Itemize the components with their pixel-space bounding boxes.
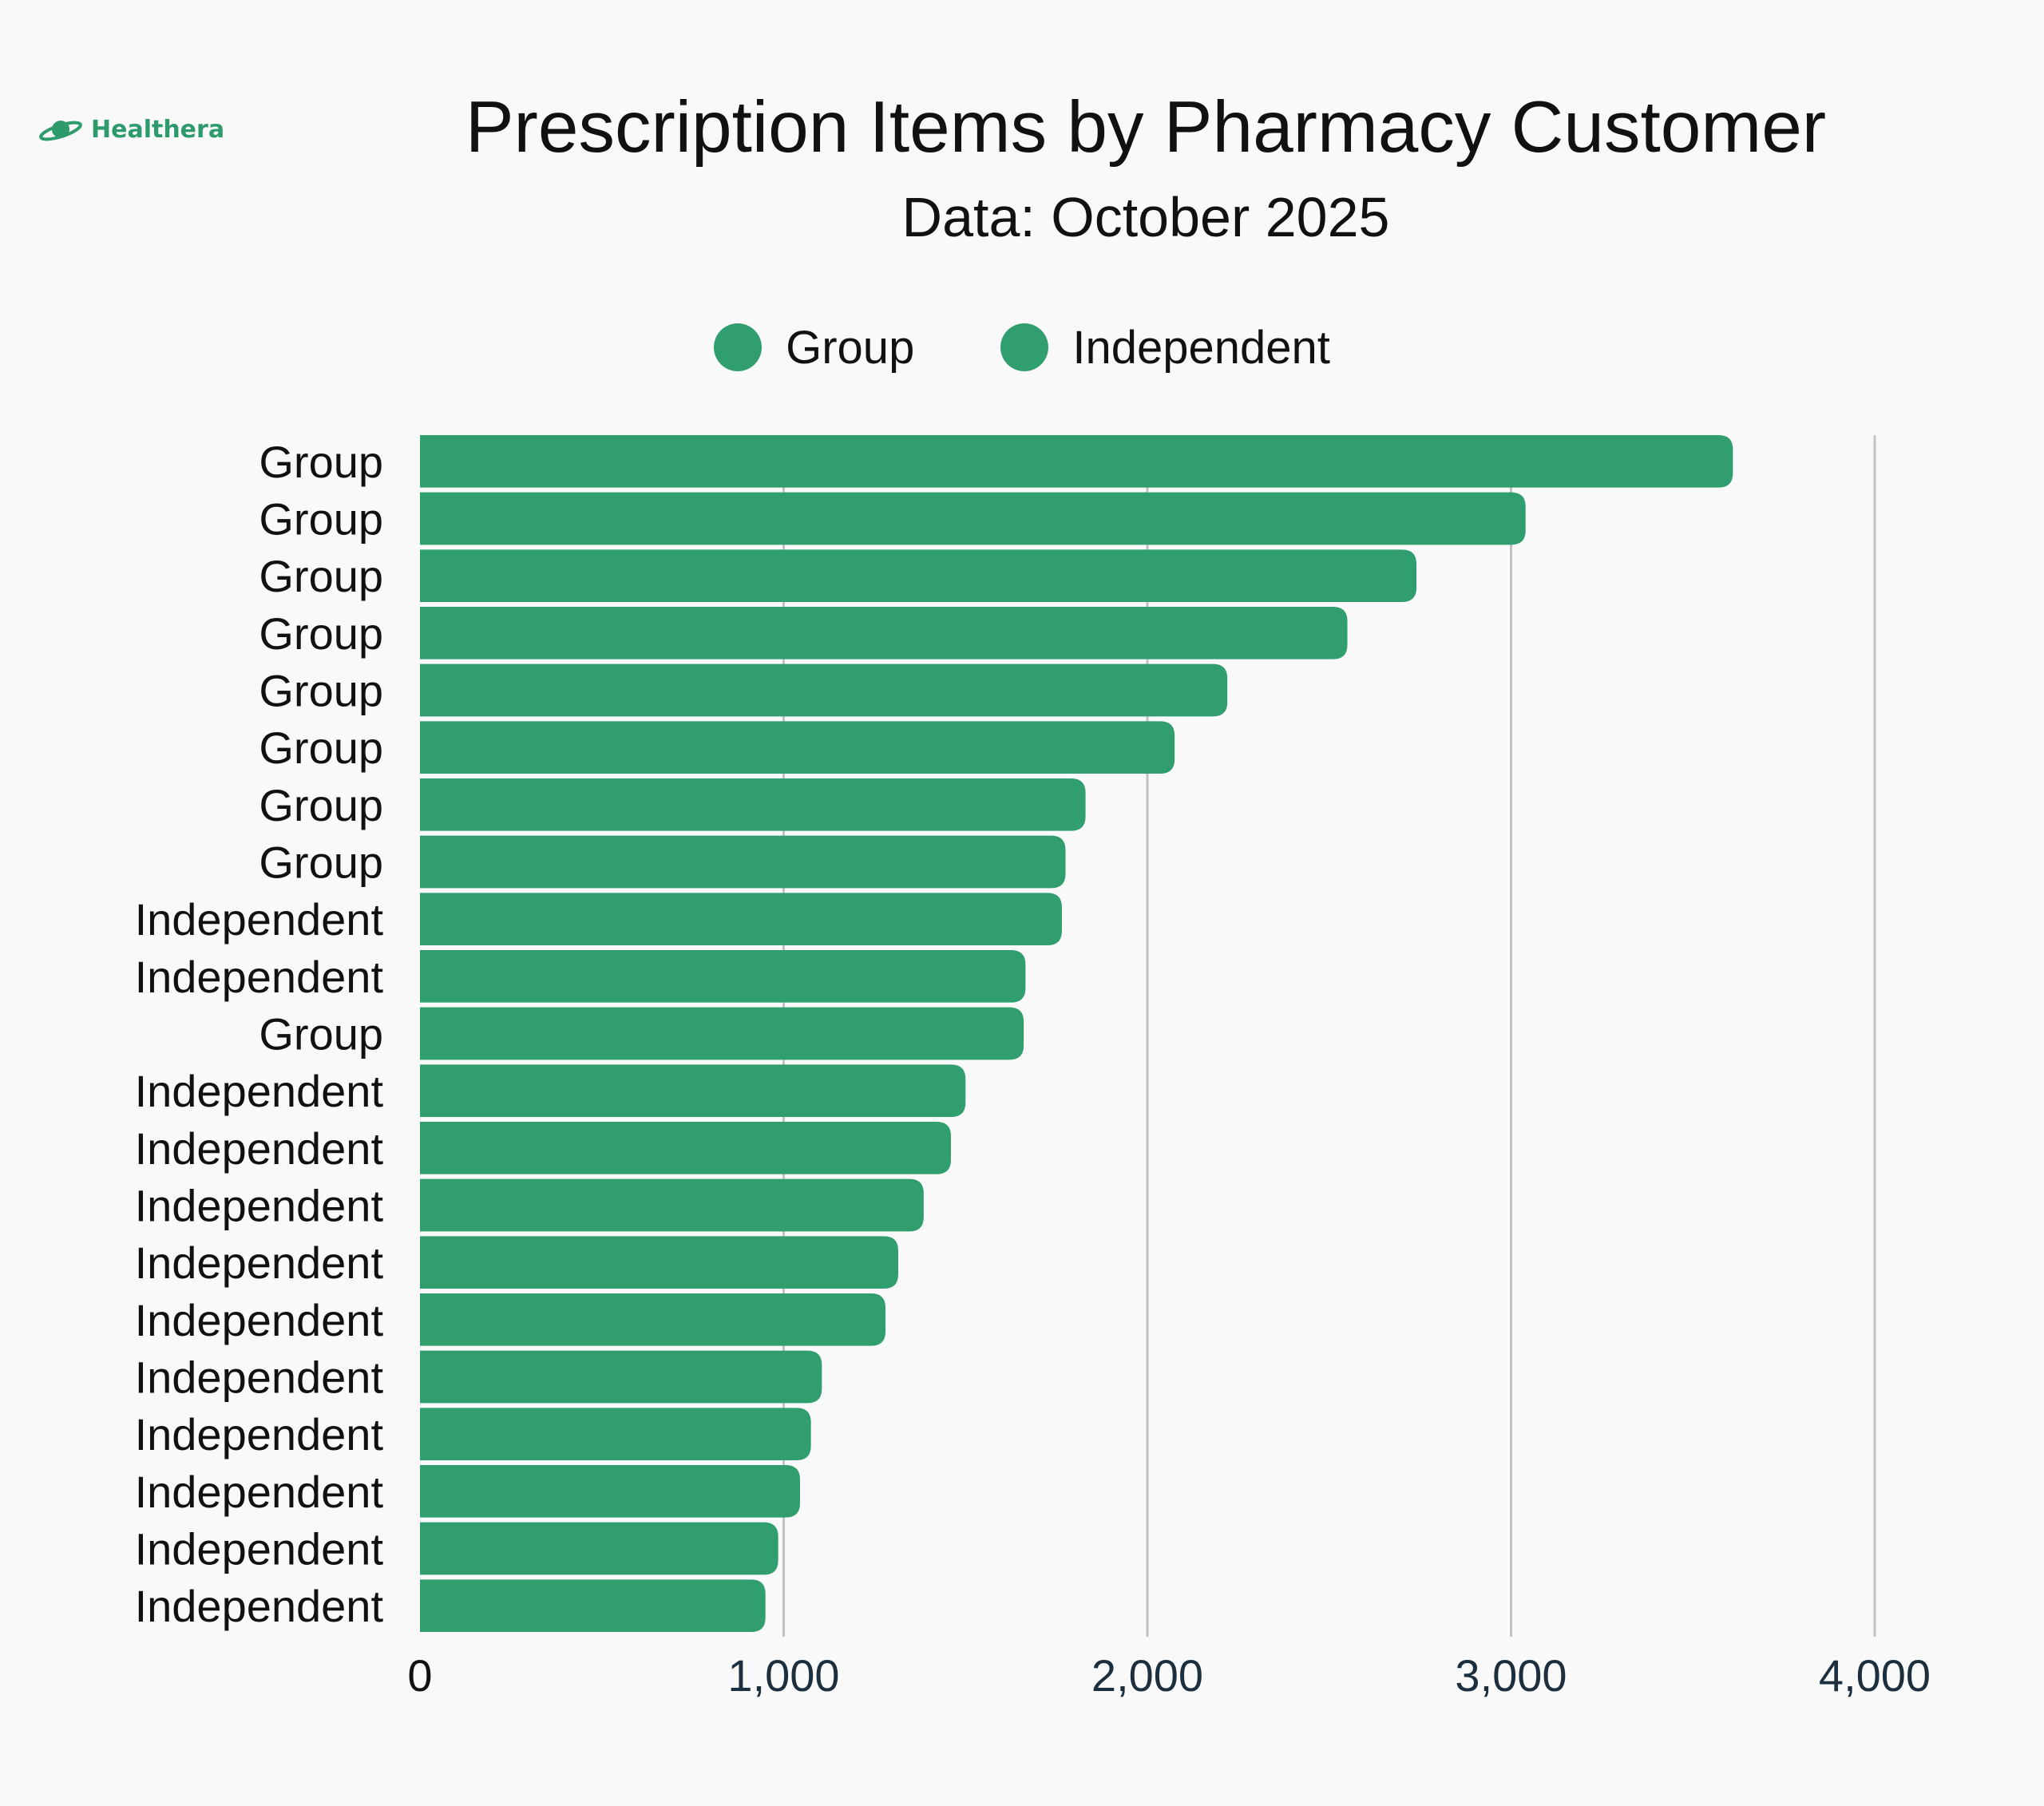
- planet-icon: [39, 121, 82, 141]
- legend-label-independent: Independent: [1072, 321, 1330, 374]
- y-axis-label: Group: [259, 666, 383, 716]
- bar[interactable]: [420, 1007, 1024, 1060]
- y-axis-label: Group: [259, 1009, 383, 1059]
- bar[interactable]: [420, 778, 1086, 831]
- y-axis-label: Group: [259, 494, 383, 545]
- y-axis-label: Independent: [135, 1353, 384, 1403]
- y-axis-label: Independent: [135, 1581, 384, 1631]
- bar[interactable]: [420, 1064, 966, 1117]
- chart-subtitle: Data: October 2025: [901, 186, 1390, 248]
- bar[interactable]: [420, 549, 1417, 602]
- y-axis-label: Group: [259, 437, 383, 487]
- bar[interactable]: [420, 1522, 778, 1575]
- y-axis-label: Independent: [135, 952, 384, 1002]
- legend-item-independent[interactable]: Independent: [1000, 321, 1330, 374]
- legend-item-group[interactable]: Group: [714, 321, 914, 374]
- y-axis-label: Independent: [135, 1524, 384, 1574]
- bar[interactable]: [420, 663, 1228, 717]
- bar[interactable]: [420, 1236, 898, 1289]
- bar[interactable]: [420, 893, 1062, 945]
- y-axis-label: Independent: [135, 1123, 384, 1174]
- bar[interactable]: [420, 835, 1066, 889]
- bar[interactable]: [420, 1408, 811, 1460]
- bar[interactable]: [420, 721, 1175, 774]
- bar[interactable]: [420, 1122, 952, 1174]
- y-axis-label: Independent: [135, 1238, 384, 1288]
- y-axis-label: Independent: [135, 1295, 384, 1345]
- y-axis-label: Independent: [135, 1467, 384, 1517]
- brand-name: Healthera: [91, 115, 225, 144]
- chart-legend: Group Independent: [0, 319, 2044, 375]
- legend-swatch-group: [714, 323, 763, 371]
- x-tick-label: 2,000: [1091, 1650, 1203, 1701]
- y-axis-label: Group: [259, 551, 383, 601]
- bar[interactable]: [420, 1178, 924, 1232]
- bar[interactable]: [420, 435, 1733, 488]
- y-axis-label: Independent: [135, 1409, 384, 1459]
- bar[interactable]: [420, 1465, 800, 1518]
- legend-swatch-independent: [1000, 323, 1049, 371]
- y-axis-label: Independent: [135, 1066, 384, 1116]
- brand-logo: Healthera: [38, 115, 224, 144]
- y-axis-label: Independent: [135, 894, 384, 945]
- bar[interactable]: [420, 950, 1026, 1003]
- y-axis-label: Group: [259, 838, 383, 888]
- bar[interactable]: [420, 1293, 886, 1346]
- x-tick-label: 3,000: [1455, 1650, 1567, 1701]
- x-tick-label: 1,000: [727, 1650, 839, 1701]
- bar[interactable]: [420, 1579, 766, 1632]
- bar[interactable]: [420, 1350, 822, 1404]
- bar[interactable]: [420, 492, 1526, 545]
- x-tick-label: 0: [407, 1650, 432, 1701]
- bar[interactable]: [420, 607, 1348, 659]
- x-tick-label: 4,000: [1819, 1650, 1931, 1701]
- legend-label-group: Group: [786, 321, 915, 374]
- y-axis-label: Group: [259, 723, 383, 773]
- y-axis-label: Independent: [135, 1181, 384, 1231]
- chart-title: Prescription Items by Pharmacy Customer: [465, 87, 1827, 168]
- y-axis-label: Group: [259, 780, 383, 830]
- y-axis-label: Group: [259, 608, 383, 659]
